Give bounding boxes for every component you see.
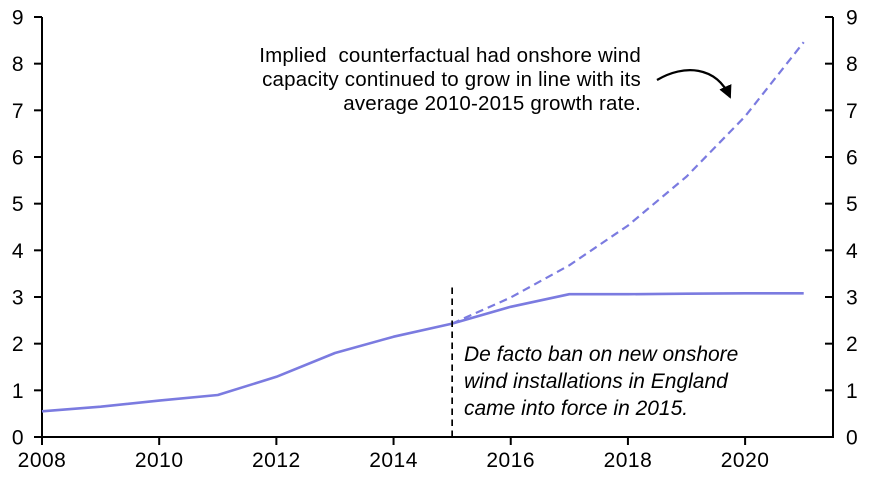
y-axis-label-left: 5 xyxy=(12,193,24,216)
y-axis-label-left: 9 xyxy=(12,7,24,30)
y-axis-label-right: 4 xyxy=(846,240,858,263)
y-axis-label-right: 0 xyxy=(846,427,858,450)
y-axis-label-left: 3 xyxy=(12,287,24,310)
y-axis-label-right: 8 xyxy=(846,53,858,76)
x-axis-label: 2014 xyxy=(369,449,418,472)
x-axis-label: 2016 xyxy=(486,449,535,472)
y-axis-label-left: 1 xyxy=(12,380,24,403)
y-axis-label-left: 4 xyxy=(12,240,24,263)
y-axis-label-right: 6 xyxy=(846,147,858,170)
x-axis-label: 2018 xyxy=(604,449,653,472)
x-axis-label: 2010 xyxy=(135,449,184,472)
counterfactual-annotation-line: capacity continued to grow in line with … xyxy=(262,68,641,91)
y-axis-label-left: 8 xyxy=(12,53,24,76)
counterfactual-annotation-line: Implied counterfactual had onshore wind xyxy=(259,44,641,67)
ban-annotation-line: wind installations in England xyxy=(464,370,728,393)
y-axis-label-left: 0 xyxy=(12,427,24,450)
y-axis-label-right: 3 xyxy=(846,287,858,310)
y-axis-label-right: 2 xyxy=(846,333,858,356)
x-axis-label: 2008 xyxy=(18,449,67,472)
axes: 0 0 1 1 2 2 3 3 4 4 5 5 6 6 7 7 8 8 9 9 2008 2010 2012 2014 2016… xyxy=(12,7,858,473)
axis-frame xyxy=(41,17,834,438)
ban-annotation-line: came into force in 2015. xyxy=(464,397,689,420)
y-axis-label-left: 2 xyxy=(12,333,24,356)
implied-counterfactual-line xyxy=(451,41,805,325)
ban-annotation: De facto ban on new onshore wind install… xyxy=(464,341,738,422)
counterfactual-annotation: Implied counterfactual had onshore wind … xyxy=(259,44,641,116)
y-axis-label-left: 6 xyxy=(12,147,24,170)
y-axis-label-right: 5 xyxy=(846,193,858,216)
actual-onshore-wind-capacity-line xyxy=(41,291,804,413)
arrow-to-counterfactual-icon xyxy=(656,69,732,99)
x-axis-label: 2012 xyxy=(252,449,301,472)
ban-annotation-line: De facto ban on new onshore xyxy=(464,343,739,366)
series-lines xyxy=(41,41,805,413)
y-axis-label-right: 7 xyxy=(846,100,858,123)
counterfactual-annotation-line: average 2010-2015 growth rate. xyxy=(343,92,641,115)
x-axis-label: 2020 xyxy=(721,449,770,472)
y-axis-label-left: 7 xyxy=(12,100,24,123)
y-axis-label-right: 1 xyxy=(846,380,858,403)
y-axis-label-right: 9 xyxy=(846,7,858,30)
